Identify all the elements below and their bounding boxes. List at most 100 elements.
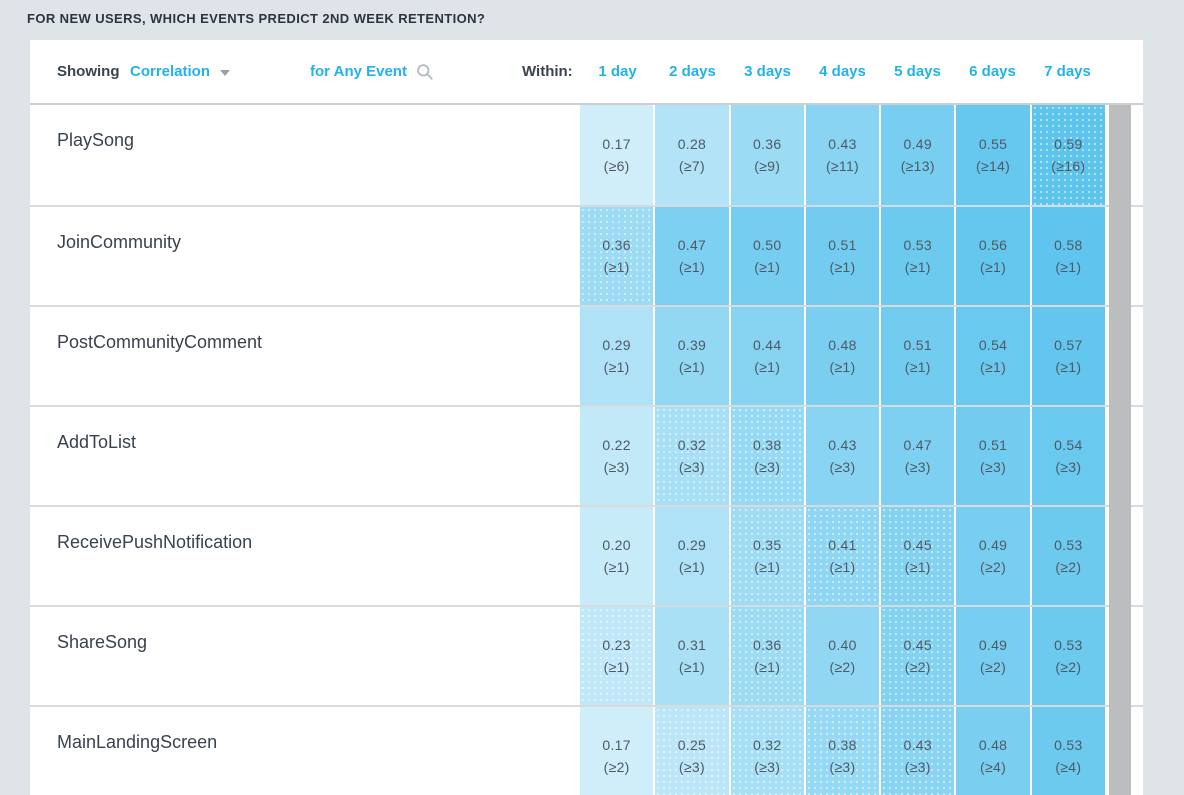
correlation-cell[interactable]: 0.51 (≥1) (881, 307, 955, 405)
event-count-threshold: (≥3) (754, 459, 781, 475)
correlation-cell[interactable]: 0.25 (≥3) (655, 707, 729, 795)
metric-selector-label: Correlation (130, 63, 211, 80)
correlation-cell[interactable]: 0.40 (≥2) (805, 607, 880, 705)
event-name[interactable]: ReceivePushNotification (57, 532, 253, 552)
correlation-value: 0.40 (828, 637, 857, 653)
correlation-cell[interactable]: 0.43 (≥11) (805, 105, 880, 205)
correlation-value: 0.56 (978, 237, 1008, 253)
event-count-threshold: (≥3) (980, 459, 1007, 475)
correlation-cell[interactable]: 0.39 (≥1) (655, 307, 729, 405)
correlation-value: 0.48 (828, 337, 857, 353)
correlation-cell[interactable]: 0.58 (≥1) (1031, 207, 1105, 305)
correlation-value: 0.43 (903, 737, 932, 753)
correlation-value: 0.44 (752, 337, 782, 353)
column-header-6-days[interactable]: 6 days (969, 63, 1016, 80)
correlation-cell[interactable]: 0.32 (≥3) (730, 707, 804, 795)
correlation-cell[interactable]: 0.56 (≥1) (956, 207, 1030, 305)
correlation-value: 0.23 (602, 637, 631, 653)
correlation-cell[interactable]: 0.51 (≥1) (805, 207, 880, 305)
correlation-cell[interactable]: 0.54 (≥3) (1031, 407, 1105, 505)
correlation-cell[interactable]: 0.53 (≥2) (1031, 507, 1105, 605)
correlation-cell[interactable]: 0.59 (≥16) (1031, 105, 1105, 205)
correlation-cell[interactable]: 0.36 (≥1) (730, 607, 804, 705)
event-name[interactable]: PlaySong (57, 130, 135, 150)
correlation-cell[interactable]: 0.29 (≥1) (655, 507, 729, 605)
correlation-cell[interactable]: 0.36 (≥9) (730, 105, 804, 205)
event-name[interactable]: PostCommunityComment (57, 332, 263, 352)
compass-card: Showing Correlation for Any Event Within… (30, 40, 1143, 795)
correlation-cell[interactable]: 0.53 (≥4) (1031, 707, 1105, 795)
correlation-cell[interactable]: 0.35 (≥1) (730, 507, 804, 605)
correlation-cell[interactable]: 0.23 (≥1) (580, 607, 654, 705)
event-count-threshold: (≥1) (980, 359, 1007, 375)
column-header-5-days[interactable]: 5 days (894, 63, 941, 80)
correlation-value: 0.53 (1054, 537, 1083, 553)
toolbar: Showing Correlation for Any Event Within… (30, 40, 1143, 105)
vertical-scrollbar[interactable] (1109, 105, 1131, 795)
correlation-cell[interactable]: 0.43 (≥3) (805, 407, 880, 505)
correlation-value: 0.41 (828, 537, 857, 553)
correlation-value: 0.53 (903, 237, 932, 253)
correlation-cell[interactable]: 0.28 (≥7) (655, 105, 729, 205)
correlation-cell[interactable]: 0.49 (≥2) (956, 507, 1030, 605)
correlation-cell[interactable]: 0.45 (≥2) (881, 607, 955, 705)
event-name[interactable]: JoinCommunity (57, 232, 182, 252)
event-count-threshold: (≥3) (603, 459, 630, 475)
event-count-threshold: (≥2) (1055, 659, 1082, 675)
chevron-down-icon (220, 70, 231, 76)
scrollbar-thumb[interactable] (1109, 105, 1131, 795)
event-selector[interactable]: for Any Event (310, 40, 434, 103)
column-header-4-days[interactable]: 4 days (819, 63, 866, 80)
correlation-cell[interactable]: 0.31 (≥1) (655, 607, 729, 705)
search-icon (417, 63, 433, 80)
correlation-cell[interactable]: 0.17 (≥2) (580, 707, 654, 795)
correlation-cell[interactable]: 0.20 (≥1) (580, 507, 654, 605)
event-count-threshold: (≥1) (603, 659, 630, 675)
correlation-value: 0.32 (752, 737, 782, 753)
event-name[interactable]: MainLandingScreen (57, 732, 218, 752)
correlation-cell[interactable]: 0.44 (≥1) (730, 307, 804, 405)
event-count-threshold: (≥1) (678, 259, 705, 275)
correlation-cell[interactable]: 0.51 (≥3) (956, 407, 1030, 505)
correlation-value: 0.36 (602, 237, 631, 253)
correlation-cell[interactable]: 0.22 (≥3) (580, 407, 654, 505)
correlation-cell[interactable]: 0.38 (≥3) (730, 407, 804, 505)
event-count-threshold: (≥2) (829, 659, 856, 675)
correlation-cell[interactable]: 0.49 (≥2) (956, 607, 1030, 705)
correlation-value: 0.43 (828, 136, 857, 152)
correlation-cell[interactable]: 0.45 (≥1) (881, 507, 955, 605)
column-header-2-days[interactable]: 2 days (669, 63, 716, 80)
row-cells: 0.22 (≥3) 0.32 (≥3) 0.38 (≥3) 0.43 (≥3) 0.47 (≥3)… (580, 407, 1105, 505)
correlation-cell[interactable]: 0.32 (≥3) (655, 407, 729, 505)
event-count-threshold: (≥1) (1055, 359, 1082, 375)
correlation-cell[interactable]: 0.38 (≥3) (805, 707, 880, 795)
event-count-threshold: (≥11) (825, 158, 859, 174)
correlation-cell[interactable]: 0.53 (≥2) (1031, 607, 1105, 705)
event-count-threshold: (≥1) (678, 559, 705, 575)
correlation-cell[interactable]: 0.36 (≥1) (580, 207, 654, 305)
correlation-cell[interactable]: 0.48 (≥1) (805, 307, 880, 405)
page-title: FOR NEW USERS, WHICH EVENTS PREDICT 2ND … (27, 11, 486, 26)
correlation-value: 0.43 (828, 437, 857, 453)
correlation-cell[interactable]: 0.55 (≥14) (956, 105, 1030, 205)
correlation-cell[interactable]: 0.47 (≥1) (655, 207, 729, 305)
column-header-1-day[interactable]: 1 day (598, 63, 637, 80)
correlation-value: 0.29 (677, 537, 707, 553)
correlation-cell[interactable]: 0.29 (≥1) (580, 307, 654, 405)
correlation-cell[interactable]: 0.43 (≥3) (881, 707, 955, 795)
correlation-cell[interactable]: 0.54 (≥1) (956, 307, 1030, 405)
correlation-cell[interactable]: 0.41 (≥1) (805, 507, 880, 605)
correlation-cell[interactable]: 0.17 (≥6) (580, 105, 654, 205)
row-cells: 0.23 (≥1) 0.31 (≥1) 0.36 (≥1) 0.40 (≥2) 0.45 (≥2)… (580, 607, 1105, 705)
correlation-cell[interactable]: 0.48 (≥4) (956, 707, 1030, 795)
correlation-cell[interactable]: 0.49 (≥13) (881, 105, 955, 205)
correlation-cell[interactable]: 0.57 (≥1) (1031, 307, 1105, 405)
event-name[interactable]: AddToList (57, 432, 137, 452)
column-header-7-days[interactable]: 7 days (1044, 63, 1091, 80)
column-header-3-days[interactable]: 3 days (744, 63, 791, 80)
correlation-cell[interactable]: 0.50 (≥1) (730, 207, 804, 305)
correlation-cell[interactable]: 0.53 (≥1) (881, 207, 955, 305)
metric-selector[interactable]: Correlation (130, 40, 231, 103)
event-name[interactable]: ShareSong (57, 632, 148, 652)
correlation-cell[interactable]: 0.47 (≥3) (881, 407, 955, 505)
